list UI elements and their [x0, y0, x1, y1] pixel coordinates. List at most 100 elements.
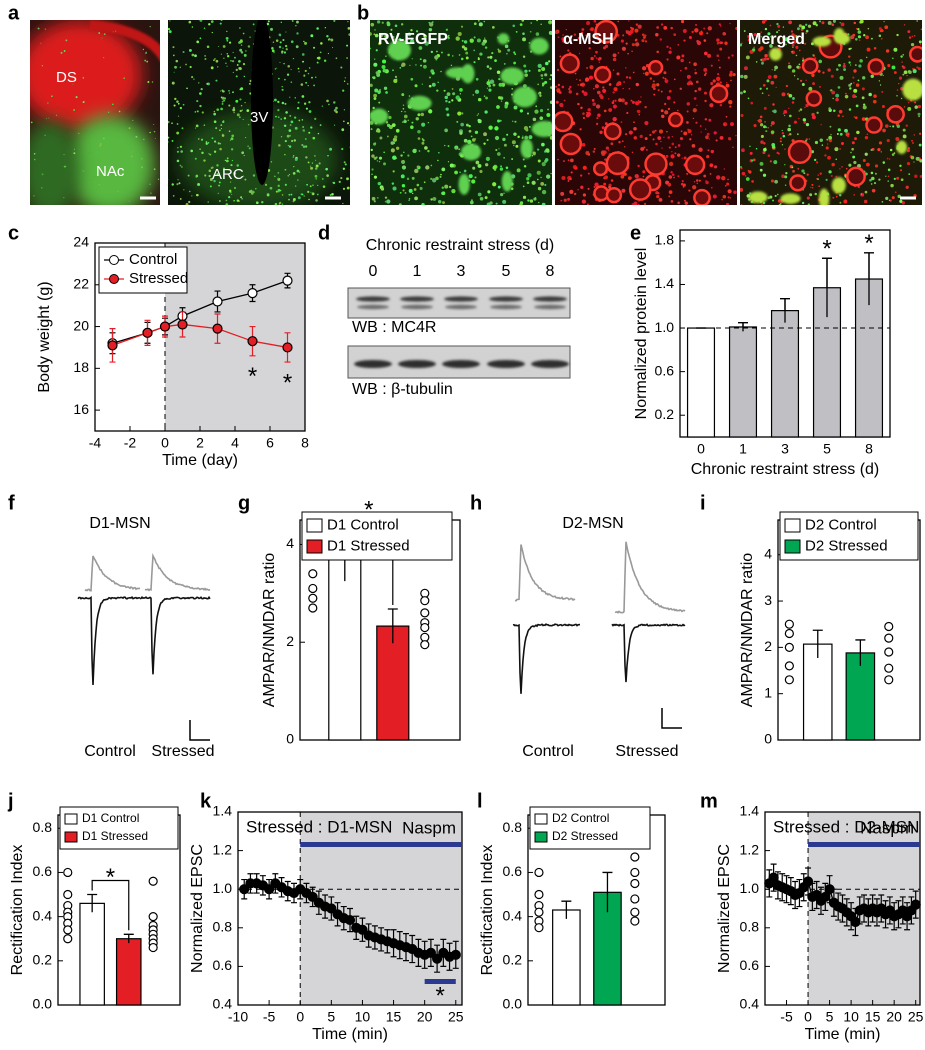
speckle: [314, 155, 316, 157]
x-tick-label: 2: [196, 435, 204, 451]
speckle: [752, 158, 756, 162]
speckle: [240, 51, 244, 54]
speckle: [499, 119, 502, 122]
speckle: [290, 68, 292, 71]
data-point: [824, 884, 835, 895]
data-point: [247, 336, 258, 347]
significance-label: *: [436, 982, 445, 1009]
speckle: [219, 90, 222, 92]
speckle: [906, 74, 908, 77]
speckle: [664, 110, 669, 115]
data-point: [884, 647, 894, 657]
speckle: [459, 88, 463, 92]
speckle: [497, 49, 502, 53]
x-tick-label: 1: [739, 441, 747, 457]
speckle: [270, 27, 274, 31]
speckle: [686, 82, 691, 86]
data-point: [630, 867, 640, 878]
y-tick-label: 0.4: [740, 996, 760, 1012]
plot-frame: [764, 811, 921, 1006]
speckle: [239, 109, 242, 113]
speckle: [908, 36, 912, 39]
speckle: [839, 194, 842, 197]
speckle: [171, 183, 174, 186]
speckle: [90, 128, 92, 130]
data-point: [784, 619, 794, 629]
ventricle: [251, 20, 273, 185]
speckle: [346, 83, 349, 85]
speckle: [764, 27, 768, 31]
speckle: [460, 57, 464, 61]
speckle: [179, 198, 182, 200]
speckle: [486, 81, 491, 86]
speckle: [434, 55, 439, 60]
speckle: [486, 139, 489, 142]
speckle: [213, 150, 217, 153]
speckle: [478, 22, 483, 27]
speckle: [910, 155, 915, 160]
speckle: [463, 138, 468, 143]
speckle: [371, 173, 373, 176]
speckle: [642, 170, 646, 174]
speckle: [871, 176, 875, 181]
speckle: [486, 65, 490, 68]
speckle: [448, 185, 452, 189]
band: [444, 296, 478, 302]
speckle: [273, 52, 275, 54]
speckle: [176, 131, 180, 135]
speckle: [545, 174, 551, 179]
speckle: [463, 47, 468, 51]
speckle: [837, 86, 841, 89]
speckle: [513, 51, 516, 54]
speckle: [217, 192, 219, 194]
speckle: [410, 125, 414, 129]
speckle: [819, 20, 822, 23]
speckle: [817, 69, 821, 73]
micrograph-label: ARC: [212, 166, 244, 183]
speckle: [310, 166, 314, 170]
panel-label: j: [7, 790, 14, 812]
speckle: [859, 59, 863, 63]
speckle: [687, 129, 692, 134]
speckle: [620, 174, 625, 179]
speckle: [863, 199, 868, 204]
speckle: [349, 124, 350, 127]
speckle: [801, 83, 805, 87]
speckle: [861, 117, 866, 121]
speckle: [620, 98, 625, 103]
speckle: [848, 47, 851, 51]
speckle: [709, 163, 714, 168]
speckle: [128, 127, 131, 130]
speckle: [716, 54, 720, 57]
trace-condition: Control: [522, 743, 574, 760]
speckle: [758, 118, 763, 123]
micrograph: [30, 20, 160, 205]
speckle: [898, 76, 903, 80]
speckle: [367, 69, 369, 71]
speckle: [561, 36, 566, 42]
speckle: [286, 134, 290, 138]
speckle: [396, 35, 399, 38]
speckle: [852, 155, 856, 159]
speckle: [526, 112, 530, 115]
speckle: [412, 148, 417, 154]
speckle: [122, 170, 125, 172]
speckle: [657, 136, 662, 140]
speckle: [88, 152, 91, 155]
speckle: [229, 181, 232, 183]
speckle: [796, 78, 799, 80]
speckle: [201, 151, 204, 155]
speckle: [342, 202, 344, 205]
speckle: [586, 112, 591, 117]
speckle: [721, 198, 724, 201]
speckle: [468, 124, 471, 128]
annotation: *: [822, 236, 831, 263]
speckle: [798, 63, 801, 66]
speckle: [240, 44, 243, 46]
speckle: [802, 118, 807, 122]
speckle: [792, 69, 796, 73]
speckle: [294, 97, 296, 99]
speckle: [821, 21, 825, 25]
speckle: [680, 130, 683, 133]
speckle: [503, 143, 507, 147]
